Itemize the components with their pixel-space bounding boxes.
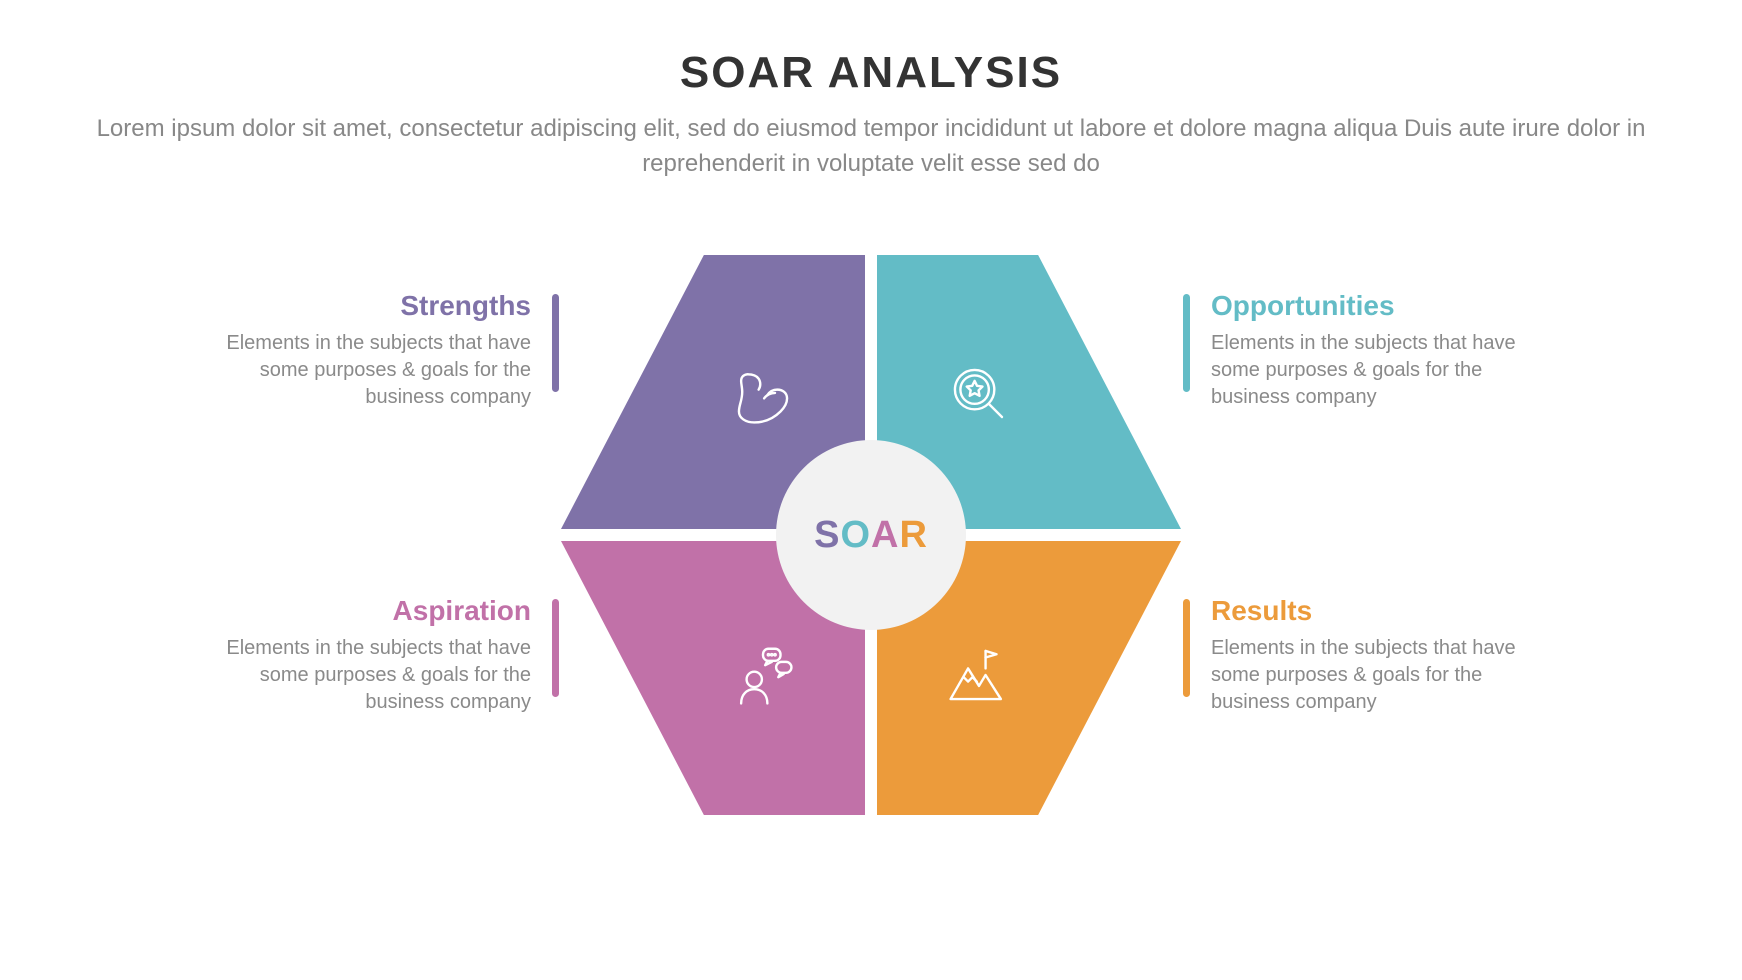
page-subtitle: Lorem ipsum dolor sit amet, consectetur … — [91, 112, 1651, 182]
callout-desc-aspiration: Elements in the subjects that have some … — [191, 635, 531, 716]
center-letter-s: S — [814, 514, 840, 557]
callout-bar-results — [1183, 599, 1190, 697]
callout-bar-opportunities — [1183, 294, 1190, 392]
callout-results: Results Elements in the subjects that ha… — [1211, 595, 1551, 716]
center-letter-r: R — [899, 514, 927, 557]
callout-title-opportunities: Opportunities — [1211, 290, 1551, 322]
mountain-flag-icon — [944, 640, 1014, 710]
callout-aspiration: Aspiration Elements in the subjects that… — [191, 595, 531, 716]
callout-title-strengths: Strengths — [191, 290, 531, 322]
header: SOAR ANALYSIS Lorem ipsum dolor sit amet… — [0, 0, 1742, 182]
center-acronym: SOAR — [814, 514, 928, 557]
callout-desc-strengths: Elements in the subjects that have some … — [191, 330, 531, 411]
bicep-icon — [728, 359, 798, 429]
callout-desc-results: Elements in the subjects that have some … — [1211, 635, 1551, 716]
callout-bar-aspiration — [552, 599, 559, 697]
person-chat-icon — [728, 640, 798, 710]
callout-title-aspiration: Aspiration — [191, 595, 531, 627]
center-circle: SOAR — [776, 440, 966, 630]
callout-title-results: Results — [1211, 595, 1551, 627]
callout-opportunities: Opportunities Elements in the subjects t… — [1211, 290, 1551, 411]
callout-desc-opportunities: Elements in the subjects that have some … — [1211, 330, 1551, 411]
magnify-star-icon — [944, 359, 1014, 429]
callout-strengths: Strengths Elements in the subjects that … — [191, 290, 531, 411]
hexagon-group: SOAR — [561, 255, 1181, 815]
diagram-stage: SOAR Strengths Elements in the subjects … — [0, 225, 1742, 845]
callout-bar-strengths — [552, 294, 559, 392]
center-letter-a: A — [871, 514, 899, 557]
page-title: SOAR ANALYSIS — [0, 48, 1742, 98]
center-letter-o: O — [840, 514, 871, 557]
